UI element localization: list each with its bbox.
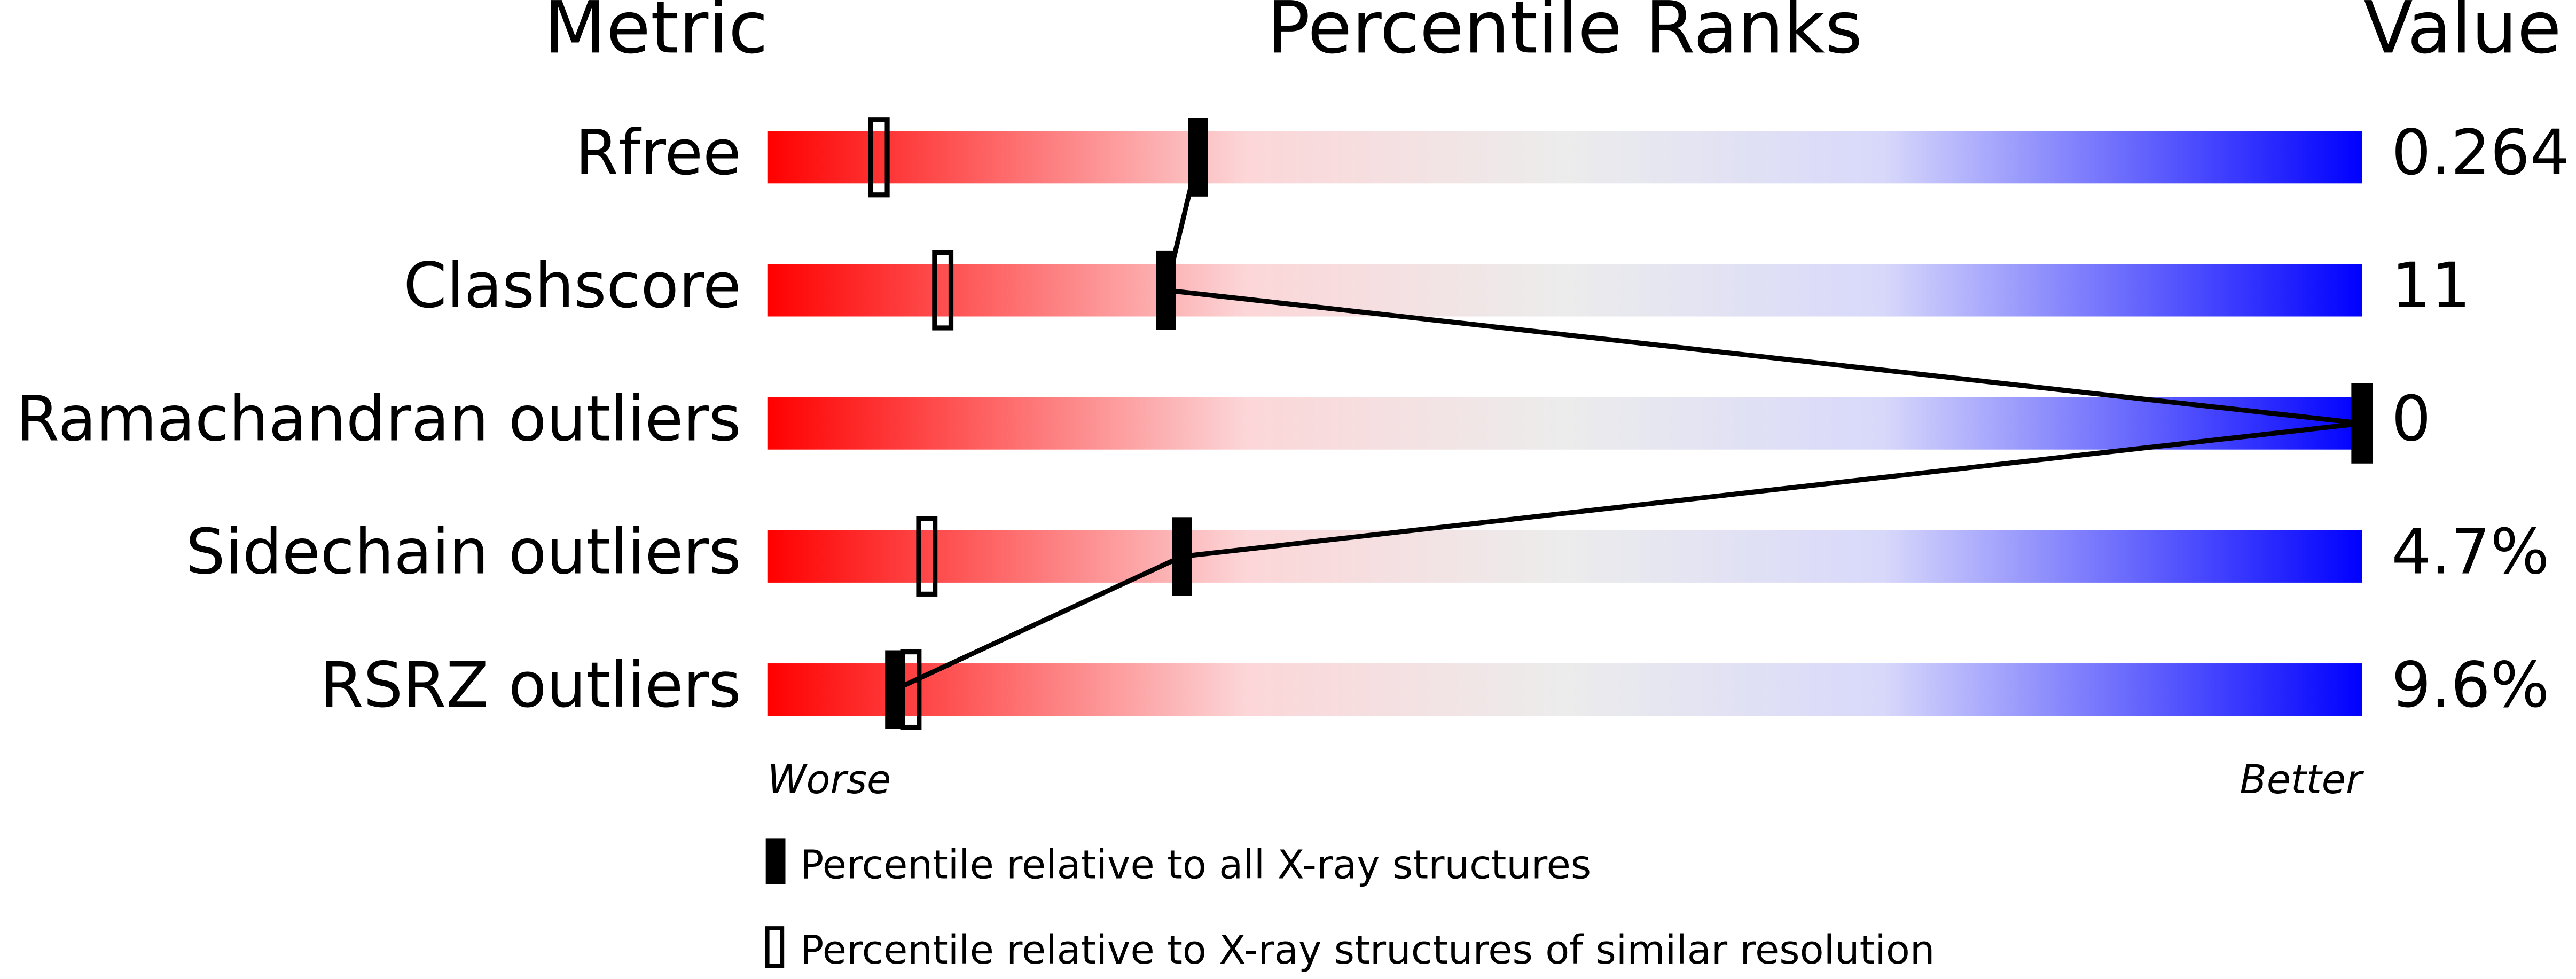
- percentile-marker-similar: [868, 117, 890, 198]
- metric-label: Rfree: [575, 117, 741, 189]
- value-label: 11: [2391, 250, 2470, 322]
- slider-bar: [767, 397, 2362, 450]
- legend-swatch-filled: [765, 838, 786, 884]
- metric-label: Ramachandran outliers: [16, 383, 741, 455]
- slider-bar: [767, 131, 2362, 184]
- metric-label: Clashscore: [403, 250, 741, 322]
- slider-bar: [767, 530, 2362, 583]
- percentile-marker-similar: [916, 516, 938, 597]
- value-label: 4.7%: [2391, 516, 2549, 589]
- value-label: 9.6%: [2391, 649, 2549, 722]
- slider-bar: [767, 663, 2362, 716]
- worse-label: Worse: [768, 757, 891, 803]
- value-label: 0.264: [2391, 117, 2569, 189]
- header: Percentile Ranks: [1267, 0, 1862, 69]
- percentile-marker-similar: [932, 250, 954, 331]
- legend-swatch-open: [765, 926, 785, 968]
- header: Value: [2363, 0, 2561, 69]
- better-label: Better: [2240, 757, 2364, 803]
- value-label: 0: [2391, 383, 2431, 455]
- metric-label: Sidechain outliers: [186, 516, 741, 589]
- slider-bar: [767, 264, 2362, 317]
- percentile-marker-similar: [2351, 383, 2373, 464]
- legend-label: Percentile relative to X-ray structures …: [800, 928, 1935, 973]
- legend-label: Percentile relative to all X-ray structu…: [800, 843, 1591, 888]
- percentile-marker-similar: [900, 649, 922, 730]
- connector-line: [894, 156, 2362, 692]
- header: Metric: [544, 0, 768, 69]
- metric-label: RSRZ outliers: [320, 649, 741, 722]
